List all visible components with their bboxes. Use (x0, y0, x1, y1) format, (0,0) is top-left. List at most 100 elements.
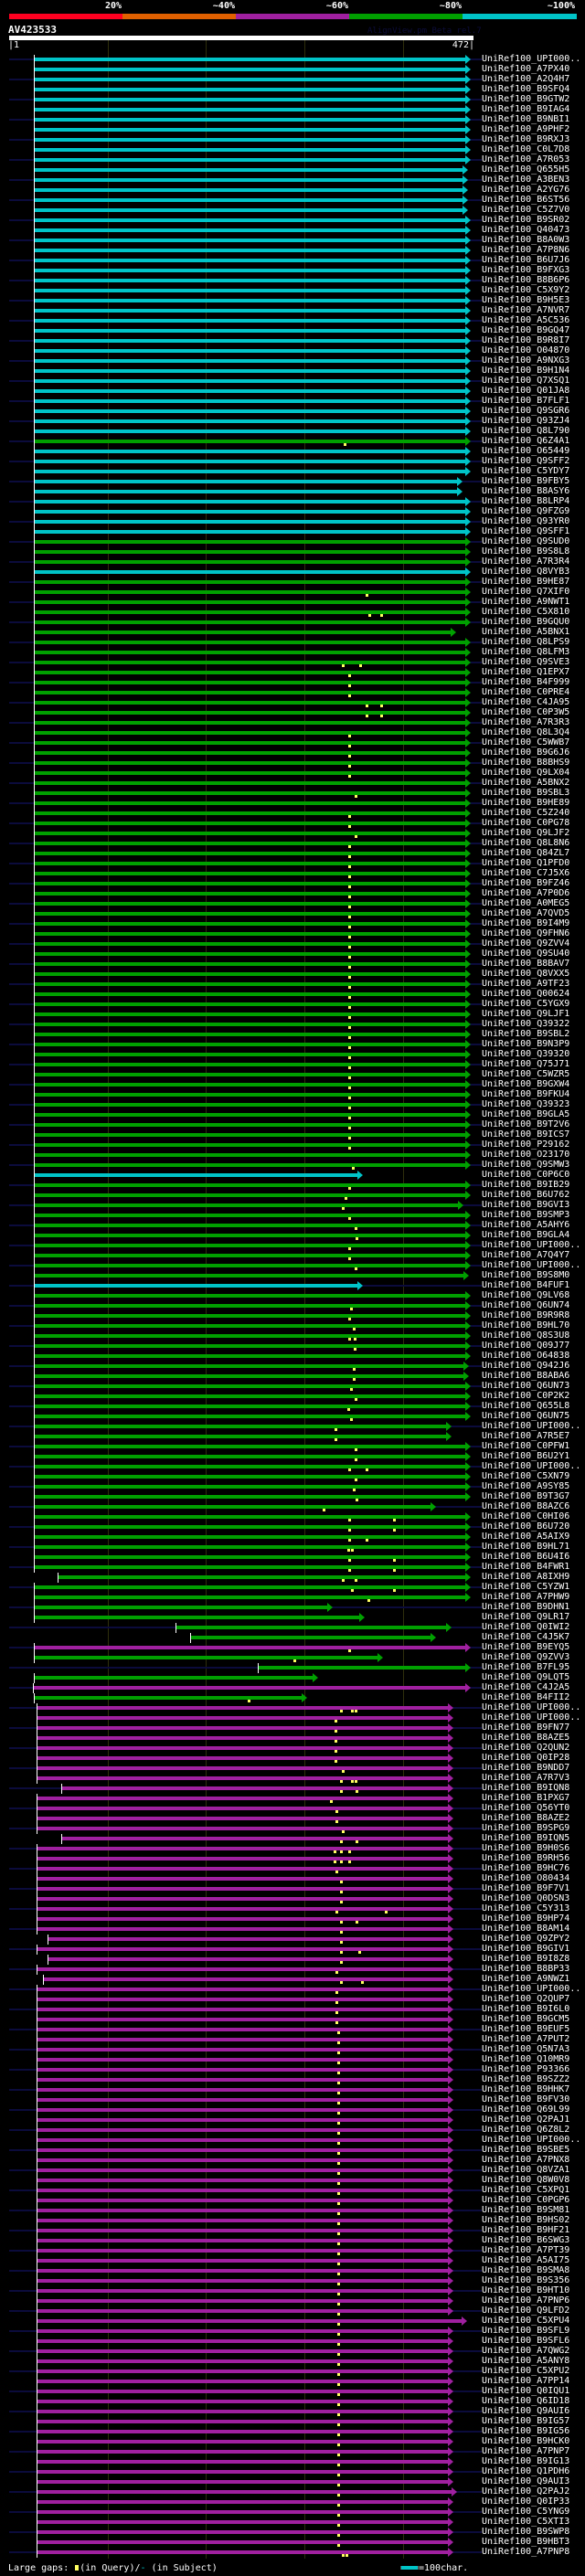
alignment-row[interactable]: UniRef100_Q9LV68 (0, 1290, 585, 1301)
alignment-row[interactable]: UniRef100_P93366 (0, 2064, 585, 2075)
hit-label[interactable]: UniRef100_Q2QUP7 (482, 1994, 570, 2004)
alignment-row[interactable]: UniRef100_B9FXG3 (0, 265, 585, 276)
hit-label[interactable]: UniRef100_Q9LFD2 (482, 2306, 570, 2316)
alignment-row[interactable]: UniRef100_B9SMA8 (0, 2265, 585, 2276)
hit-label[interactable]: UniRef100_Q8VXX5 (482, 969, 570, 979)
hit-label[interactable]: UniRef100_B9HS02 (482, 2215, 570, 2225)
hit-label[interactable]: UniRef100_B9SBE5 (482, 2145, 570, 2155)
alignment-row[interactable]: UniRef100_Q9LJF2 (0, 828, 585, 839)
hit-label[interactable]: UniRef100_B9HL71 (482, 1542, 570, 1552)
alignment-row[interactable]: UniRef100_Q0IP28 (0, 1753, 585, 1764)
hit-label[interactable]: UniRef100_Q8W0V8 (482, 2175, 570, 2185)
alignment-row[interactable]: UniRef100_B6U762 (0, 1190, 585, 1201)
hit-label[interactable]: UniRef100_B9SWP8 (482, 2527, 570, 2537)
alignment-row[interactable]: UniRef100_A7PNP8 (0, 2547, 585, 2558)
alignment-row[interactable]: UniRef100_Q0IWI2 (0, 1622, 585, 1633)
hit-label[interactable]: UniRef100_B6U762 (482, 1190, 570, 1200)
alignment-row[interactable]: UniRef100_B9R9R8 (0, 1310, 585, 1321)
alignment-row[interactable]: UniRef100_B9SFL6 (0, 2336, 585, 2347)
alignment-row[interactable]: UniRef100_B9R8I7 (0, 335, 585, 346)
alignment-row[interactable]: UniRef100_Q8L8N6 (0, 838, 585, 849)
alignment-row[interactable]: UniRef100_A7PHW9 (0, 1592, 585, 1603)
alignment-row[interactable]: UniRef100_B6U7J6 (0, 255, 585, 266)
alignment-row[interactable]: UniRef100_B9RXJ3 (0, 134, 585, 145)
alignment-row[interactable]: UniRef100_B9HHK7 (0, 2084, 585, 2095)
hit-label[interactable]: UniRef100_C5XPU4 (482, 2316, 570, 2326)
alignment-row[interactable]: UniRef100_B9IQN5 (0, 1833, 585, 1844)
hit-label[interactable]: UniRef100_Q9FHN6 (482, 928, 570, 938)
alignment-row[interactable]: UniRef100_C5WZR5 (0, 1069, 585, 1080)
hit-label[interactable]: UniRef100_B9RXJ3 (482, 134, 570, 144)
hit-label[interactable]: UniRef100_B9HE87 (482, 577, 570, 587)
hit-label[interactable]: UniRef100_UPI000.. (482, 1702, 581, 1712)
alignment-row[interactable]: UniRef100_B9HC76 (0, 1863, 585, 1874)
alignment-row[interactable]: UniRef100_A7R3R4 (0, 557, 585, 567)
alignment-row[interactable]: UniRef100_B4FII2 (0, 1692, 585, 1703)
alignment-row[interactable]: UniRef100_Q9SGR6 (0, 406, 585, 417)
alignment-row[interactable]: UniRef100_B9GTW2 (0, 94, 585, 105)
hit-label[interactable]: UniRef100_B9FV30 (482, 2094, 570, 2104)
alignment-row[interactable]: UniRef100_Q1EPX7 (0, 667, 585, 678)
hit-label[interactable]: UniRef100_Q9FZG9 (482, 506, 570, 516)
hit-label[interactable]: UniRef100_B9IAG4 (482, 104, 570, 114)
hit-label[interactable]: UniRef100_Q0IP33 (482, 2496, 570, 2507)
hit-label[interactable]: UniRef100_O04870 (482, 345, 570, 355)
hit-label[interactable]: UniRef100_Q09J77 (482, 1341, 570, 1351)
alignment-row[interactable]: UniRef100_O04870 (0, 345, 585, 356)
hit-label[interactable]: UniRef100_B8LRP4 (482, 496, 570, 506)
alignment-row[interactable]: UniRef100_C0HI06 (0, 1511, 585, 1522)
hit-label[interactable]: UniRef100_Q6Z8L2 (482, 2125, 570, 2135)
hit-label[interactable]: UniRef100_B4FUF1 (482, 1280, 570, 1290)
hit-label[interactable]: UniRef100_Q9SMW3 (482, 1160, 570, 1170)
hit-label[interactable]: UniRef100_B9I8Z8 (482, 1954, 570, 1964)
alignment-row[interactable]: UniRef100_B6U4I6 (0, 1552, 585, 1563)
hit-label[interactable]: UniRef100_B9I6L0 (482, 2004, 570, 2014)
alignment-row[interactable]: UniRef100_B8B6P6 (0, 275, 585, 286)
alignment-row[interactable]: UniRef100_A5AIX9 (0, 1532, 585, 1542)
hit-label[interactable]: UniRef100_B9SR02 (482, 215, 570, 225)
hit-label[interactable]: UniRef100_Q9SVE3 (482, 657, 570, 667)
alignment-row[interactable]: UniRef100_UPI000.. (0, 54, 585, 65)
hit-label[interactable]: UniRef100_B9I4M9 (482, 918, 570, 928)
hit-label[interactable]: UniRef100_Q9SUD0 (482, 536, 570, 546)
alignment-row[interactable]: UniRef100_A7P8N6 (0, 245, 585, 256)
hit-label[interactable]: UniRef100_C5YZW1 (482, 1582, 570, 1592)
hit-label[interactable]: UniRef100_C5XPQ1 (482, 2185, 570, 2195)
alignment-row[interactable]: UniRef100_A7P0D6 (0, 888, 585, 899)
alignment-row[interactable]: UniRef100_Q8L3Q4 (0, 727, 585, 738)
alignment-row[interactable]: UniRef100_A8IXH9 (0, 1572, 585, 1583)
hit-label[interactable]: UniRef100_B9HP74 (482, 1913, 570, 1924)
alignment-row[interactable]: UniRef100_Q6UN75 (0, 1411, 585, 1422)
hit-label[interactable]: UniRef100_C5X810 (482, 607, 570, 617)
alignment-row[interactable]: UniRef100_A7R7V3 (0, 1773, 585, 1784)
alignment-row[interactable]: UniRef100_Q56YT0 (0, 1803, 585, 1814)
alignment-row[interactable]: UniRef100_B9IG13 (0, 2456, 585, 2467)
hit-label[interactable]: UniRef100_Q9SFF1 (482, 526, 570, 536)
alignment-row[interactable]: UniRef100_A7PUT2 (0, 2034, 585, 2045)
alignment-row[interactable]: UniRef100_O64838 (0, 1351, 585, 1362)
hit-label[interactable]: UniRef100_O80434 (482, 1873, 570, 1883)
alignment-row[interactable]: UniRef100_Q6ID18 (0, 2396, 585, 2407)
alignment-row[interactable]: UniRef100_Q0DSN3 (0, 1893, 585, 1904)
alignment-row[interactable]: UniRef100_C5Z240 (0, 808, 585, 819)
hit-label[interactable]: UniRef100_B9FN77 (482, 1723, 570, 1733)
alignment-row[interactable]: UniRef100_B9GQ47 (0, 325, 585, 336)
alignment-row[interactable]: UniRef100_UPI000.. (0, 1702, 585, 1713)
hit-label[interactable]: UniRef100_B9GLA4 (482, 1230, 570, 1240)
alignment-row[interactable]: UniRef100_Q8S3U8 (0, 1330, 585, 1341)
hit-label[interactable]: UniRef100_A3BEN3 (482, 175, 570, 185)
alignment-row[interactable]: UniRef100_B6U2Y1 (0, 1451, 585, 1462)
hit-label[interactable]: UniRef100_Q8LFM3 (482, 647, 570, 657)
alignment-row[interactable]: UniRef100_A7PNP7 (0, 2446, 585, 2457)
alignment-row[interactable]: UniRef100_B9SBL2 (0, 1029, 585, 1040)
alignment-row[interactable]: UniRef100_A9NWT1 (0, 597, 585, 608)
hit-label[interactable]: UniRef100_P29162 (482, 1140, 570, 1150)
hit-label[interactable]: UniRef100_Q00624 (482, 989, 570, 999)
alignment-row[interactable]: UniRef100_A7PP14 (0, 2376, 585, 2387)
hit-label[interactable]: UniRef100_A9SY85 (482, 1481, 570, 1491)
alignment-row[interactable]: UniRef100_A7PT39 (0, 2245, 585, 2256)
hit-label[interactable]: UniRef100_Q9LV68 (482, 1290, 570, 1300)
hit-label[interactable]: UniRef100_Q9LJF2 (482, 828, 570, 838)
alignment-row[interactable]: UniRef100_UPI000.. (0, 1712, 585, 1723)
hit-label[interactable]: UniRef100_Q8L790 (482, 426, 570, 436)
